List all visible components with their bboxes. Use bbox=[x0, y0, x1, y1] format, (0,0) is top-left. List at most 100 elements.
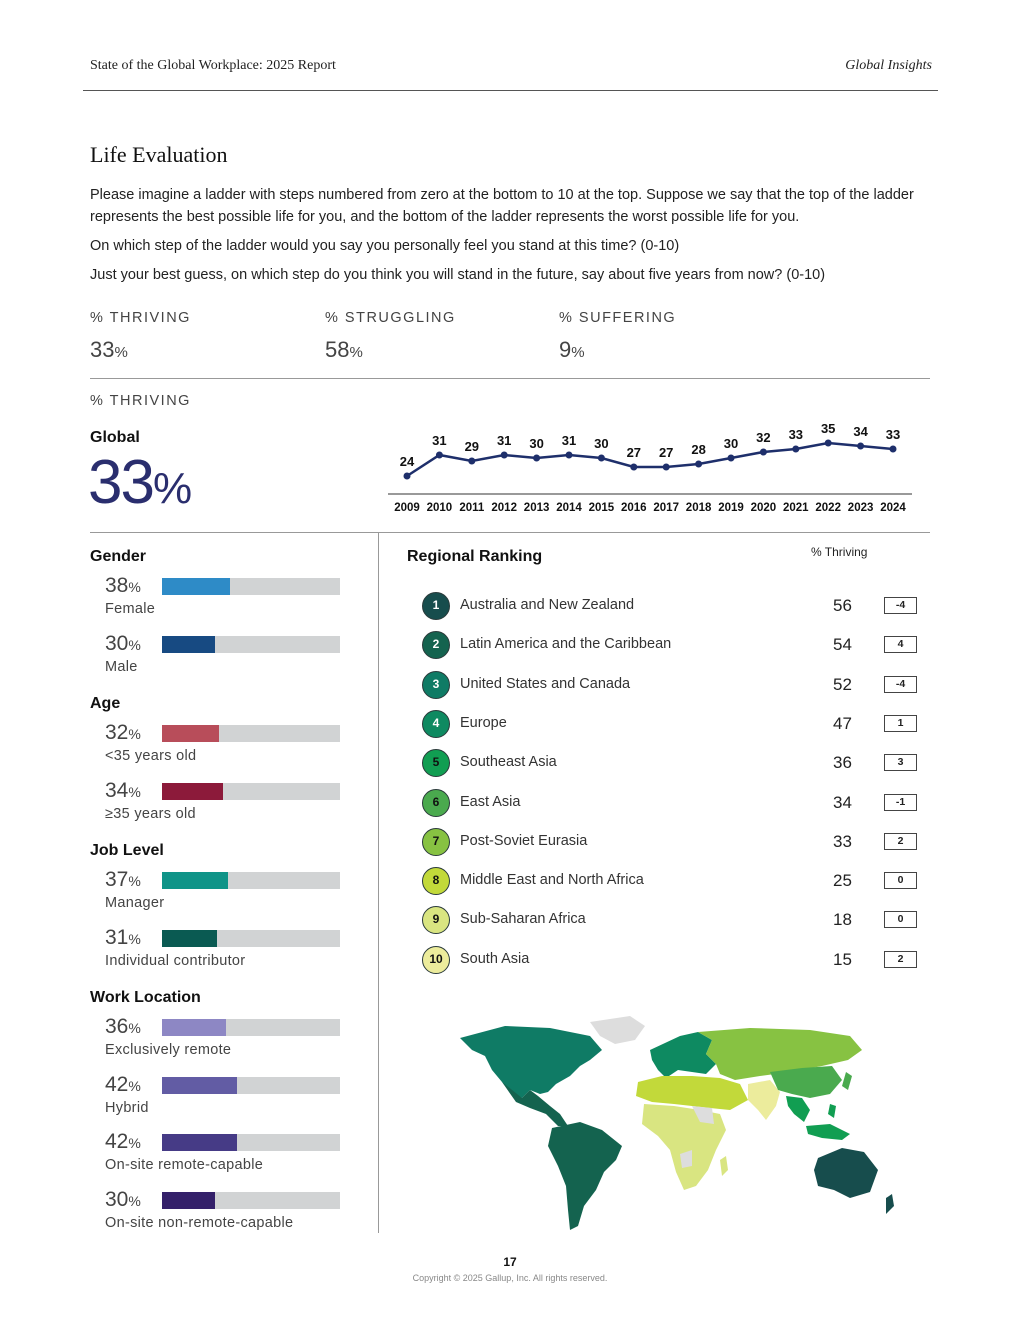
metric-bar bbox=[162, 1191, 340, 1209]
global-thriving-value: 33% bbox=[88, 448, 193, 517]
metric-bar bbox=[162, 872, 340, 889]
map-post-soviet bbox=[698, 1028, 862, 1080]
metric-value: 37% bbox=[105, 868, 141, 891]
metric-label: Hybrid bbox=[105, 1099, 149, 1116]
x-tick-label: 2019 bbox=[718, 502, 744, 514]
rank-change-box: 2 bbox=[884, 832, 917, 850]
data-point bbox=[889, 445, 897, 453]
section-title: Life Evaluation bbox=[90, 142, 228, 167]
map-no-data bbox=[680, 1150, 692, 1168]
metric-label: Manager bbox=[105, 895, 165, 911]
metric-bar-fill bbox=[162, 1019, 227, 1036]
rank-change-box: 2 bbox=[884, 950, 917, 968]
metric-value: 42% bbox=[105, 1130, 141, 1153]
metric-label: ≥35 years old bbox=[105, 805, 196, 822]
category-heading: Work Location bbox=[90, 989, 201, 1006]
data-label: 32 bbox=[756, 430, 770, 445]
metric-bar bbox=[162, 782, 340, 800]
rank-badge: 6 bbox=[422, 788, 450, 817]
region-name: Sub-Saharan Africa bbox=[460, 911, 586, 928]
metric-label: <35 years old bbox=[105, 748, 197, 764]
data-label: 29 bbox=[465, 439, 479, 454]
x-tick-label: 2024 bbox=[880, 502, 906, 514]
divider bbox=[90, 378, 930, 379]
ranking-row: 6 East Asia 34 -1 bbox=[420, 788, 920, 818]
metric-bar bbox=[162, 1134, 340, 1151]
metric-label: On-site remote-capable bbox=[105, 1157, 264, 1173]
map-sub-saharan-africa bbox=[642, 1104, 726, 1190]
data-point bbox=[792, 445, 800, 453]
data-point bbox=[695, 460, 703, 468]
region-thriving-value: 34 bbox=[833, 792, 852, 812]
ranking-row: 3 United States and Canada 52 -4 bbox=[420, 670, 920, 700]
world-map bbox=[460, 1016, 894, 1230]
x-tick-label: 2023 bbox=[848, 502, 874, 514]
rank-badge: 1 bbox=[422, 592, 450, 620]
metric-value: 32% bbox=[105, 721, 141, 744]
data-point bbox=[468, 457, 476, 465]
region-thriving-value: 25 bbox=[833, 871, 852, 891]
data-label: 31 bbox=[497, 433, 511, 448]
x-tick-label: 2017 bbox=[653, 502, 679, 514]
metric-label: Male bbox=[105, 658, 138, 675]
data-point bbox=[824, 439, 832, 447]
rank-change-box: 3 bbox=[884, 754, 917, 772]
data-label: 27 bbox=[627, 445, 641, 460]
thriving-label: % THRIVING bbox=[90, 310, 191, 326]
map-madagascar bbox=[720, 1156, 728, 1176]
section-tag: Global Insights bbox=[845, 58, 932, 73]
data-label: 33 bbox=[886, 427, 900, 442]
x-tick-label: 2013 bbox=[524, 502, 550, 514]
map-japan bbox=[842, 1072, 852, 1090]
data-label: 30 bbox=[594, 436, 608, 451]
regional-ranking-title: Regional Ranking bbox=[407, 548, 543, 565]
category-heading: Gender bbox=[90, 548, 147, 565]
ranking-row: 5 Southeast Asia 36 3 bbox=[420, 748, 920, 778]
data-point bbox=[662, 463, 670, 471]
rank-change-box: 0 bbox=[884, 872, 917, 890]
struggling-label: % STRUGGLING bbox=[325, 310, 456, 326]
copyright: Copyright © 2025 Gallup, Inc. All rights… bbox=[412, 1273, 608, 1283]
rank-change-box: -4 bbox=[884, 597, 917, 614]
x-tick-label: 2009 bbox=[394, 502, 420, 514]
ranking-row: 2 Latin America and the Caribbean 54 4 bbox=[420, 630, 920, 660]
metric-value: 30% bbox=[105, 631, 141, 655]
question-2: Just your best guess, on which step do y… bbox=[90, 267, 826, 283]
region-thriving-value: 15 bbox=[833, 949, 852, 969]
rank-change-box: -1 bbox=[884, 793, 917, 811]
data-point bbox=[727, 454, 735, 462]
divider bbox=[90, 532, 930, 533]
rank-badge: 7 bbox=[422, 827, 450, 856]
map-southeast-asia bbox=[786, 1096, 810, 1122]
x-tick-label: 2016 bbox=[621, 502, 647, 514]
map-philippines bbox=[828, 1104, 836, 1118]
region-thriving-value: 52 bbox=[833, 674, 852, 694]
x-tick-label: 2022 bbox=[815, 502, 841, 514]
data-point bbox=[500, 451, 508, 459]
rank-badge: 10 bbox=[422, 945, 450, 974]
data-label: 28 bbox=[691, 442, 705, 457]
thriving-value: 33% bbox=[90, 337, 128, 362]
data-point bbox=[630, 463, 638, 471]
metric-value: 42% bbox=[105, 1072, 141, 1096]
rank-badge: 2 bbox=[422, 631, 450, 660]
data-point bbox=[597, 454, 605, 462]
intro-paragraph: Please imagine a ladder with steps numbe… bbox=[90, 187, 914, 225]
page-number: 17 bbox=[503, 1255, 517, 1269]
region-thriving-value: 54 bbox=[833, 635, 852, 655]
header-divider bbox=[83, 90, 938, 91]
rank-change-box: 4 bbox=[884, 636, 917, 654]
thriving-trend-chart: 24 2009 31 2010 29 2011 31 2012 30 2013 31 2014 30 20… bbox=[388, 421, 912, 514]
region-name: Southeast Asia bbox=[460, 754, 557, 771]
ranking-row: 9 Sub-Saharan Africa 18 0 bbox=[420, 905, 920, 935]
metric-value: 31% bbox=[105, 925, 141, 949]
metric-bar-fill bbox=[162, 872, 228, 889]
metric-bar-fill bbox=[162, 1134, 237, 1151]
region-name: United States and Canada bbox=[460, 675, 631, 692]
report-title: State of the Global Workplace: 2025 Repo… bbox=[90, 58, 336, 73]
question-1: On which step of the ladder would you sa… bbox=[90, 238, 680, 254]
region-thriving-value: 56 bbox=[833, 596, 852, 615]
metric-bar-fill bbox=[162, 1076, 237, 1094]
data-point bbox=[533, 454, 541, 462]
data-label: 31 bbox=[562, 433, 576, 448]
